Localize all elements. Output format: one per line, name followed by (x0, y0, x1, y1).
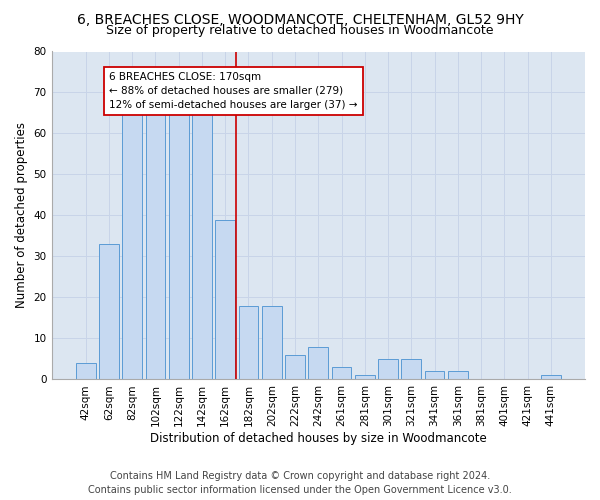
Text: Size of property relative to detached houses in Woodmancote: Size of property relative to detached ho… (106, 24, 494, 37)
Bar (262, 306, 281, 380)
Bar (285, 355, 305, 380)
Bar (99, 244, 119, 380)
Y-axis label: Number of detached properties: Number of detached properties (15, 122, 28, 308)
Text: Contains HM Land Registry data © Crown copyright and database right 2024.
Contai: Contains HM Land Registry data © Crown c… (88, 471, 512, 495)
Bar (308, 346, 328, 380)
Bar (146, 113, 166, 380)
Bar (76, 363, 95, 380)
Bar (122, 109, 142, 380)
Bar (215, 220, 235, 380)
Bar (239, 306, 259, 380)
Bar (401, 359, 421, 380)
Bar (192, 109, 212, 380)
Text: 6, BREACHES CLOSE, WOODMANCOTE, CHELTENHAM, GL52 9HY: 6, BREACHES CLOSE, WOODMANCOTE, CHELTENH… (77, 12, 523, 26)
Bar (355, 376, 374, 380)
Bar (169, 109, 188, 380)
Text: 6 BREACHES CLOSE: 170sqm
← 88% of detached houses are smaller (279)
12% of semi-: 6 BREACHES CLOSE: 170sqm ← 88% of detach… (109, 72, 358, 110)
Bar (541, 376, 561, 380)
Bar (378, 359, 398, 380)
X-axis label: Distribution of detached houses by size in Woodmancote: Distribution of detached houses by size … (150, 432, 487, 445)
Bar (332, 367, 352, 380)
Bar (425, 372, 445, 380)
Bar (448, 372, 468, 380)
